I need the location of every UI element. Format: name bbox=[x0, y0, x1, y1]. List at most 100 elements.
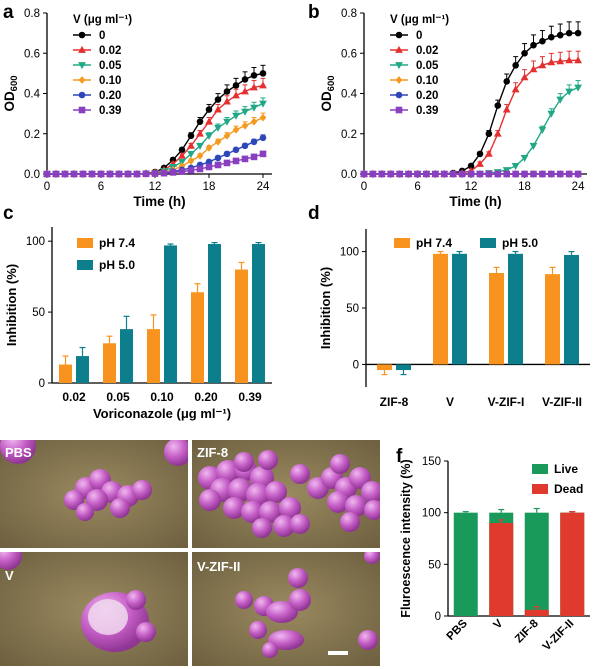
y-tick-label: 0.0 bbox=[24, 169, 40, 181]
data-point bbox=[52, 170, 60, 178]
legend-label: 0 bbox=[416, 30, 422, 42]
data-point bbox=[250, 83, 258, 91]
bar-pH-5.0-0.39 bbox=[252, 244, 265, 383]
panel-letter-f: f bbox=[396, 446, 403, 467]
data-point bbox=[494, 170, 502, 178]
data-point bbox=[511, 163, 520, 171]
bar-pH-7.4-0.20 bbox=[191, 292, 204, 383]
data-point bbox=[223, 118, 231, 126]
data-point bbox=[565, 56, 574, 64]
y-tick-label: 50 bbox=[32, 307, 45, 319]
data-point bbox=[187, 150, 195, 158]
data-point bbox=[259, 100, 267, 108]
data-point bbox=[223, 88, 231, 95]
data-point bbox=[196, 118, 204, 125]
y-axis-label: Inhibition (%) bbox=[4, 264, 19, 346]
legend-label: 0.39 bbox=[416, 105, 438, 117]
data-point bbox=[485, 170, 493, 178]
data-point bbox=[124, 170, 132, 178]
data-point bbox=[521, 49, 528, 57]
data-point bbox=[574, 56, 582, 64]
data-point bbox=[556, 57, 565, 65]
legend-label: pH 5.0 bbox=[99, 258, 135, 272]
data-point bbox=[205, 117, 213, 125]
sem-panel: PBS ZIF-8 V V-ZIF-II bbox=[0, 440, 380, 666]
data-point bbox=[115, 170, 123, 178]
data-point bbox=[187, 132, 195, 140]
legend-label: 0.02 bbox=[99, 45, 121, 57]
data-point bbox=[106, 170, 114, 178]
y-axis-label: OD600 bbox=[2, 75, 20, 111]
data-point bbox=[232, 91, 240, 99]
data-point bbox=[178, 168, 186, 175]
legend-label: Live bbox=[554, 462, 578, 476]
series-0.10 bbox=[43, 112, 267, 178]
x-tick-label: 0.02 bbox=[62, 390, 86, 404]
legend-marker bbox=[78, 76, 86, 84]
data-point bbox=[205, 143, 213, 152]
legend-swatch bbox=[77, 238, 93, 248]
y-tick-label: 50 bbox=[428, 559, 441, 571]
data-point bbox=[574, 84, 582, 92]
bar-pH-5.0-0.02 bbox=[76, 356, 89, 383]
x-tick-label: ZIF-8 bbox=[380, 395, 409, 409]
y-tick-label: 0.2 bbox=[24, 129, 40, 141]
y-tick-label: 0.4 bbox=[341, 89, 358, 101]
data-point bbox=[250, 153, 258, 161]
legend-title: V (μg ml⁻¹) bbox=[73, 14, 132, 26]
data-point bbox=[556, 170, 564, 178]
y-tick-label: 0.8 bbox=[341, 8, 357, 20]
x-axis-label: Time (h) bbox=[133, 194, 185, 209]
data-point bbox=[214, 154, 222, 162]
data-point bbox=[548, 33, 555, 41]
y-axis-label: Inhibition (%) bbox=[318, 267, 333, 349]
data-point bbox=[223, 159, 231, 167]
bar-pH-5.0-0.20 bbox=[208, 244, 221, 383]
legend-label: pH 5.0 bbox=[502, 236, 538, 250]
data-point bbox=[223, 131, 231, 140]
x-tick-label: 0.05 bbox=[106, 390, 130, 404]
panel-letter-a: a bbox=[3, 2, 14, 23]
chart-f: 0 50 100 150 PBS V ZIF-8 V-ZIF-II Fluroescence i… bbox=[399, 456, 590, 653]
legend-label: 0.02 bbox=[416, 45, 438, 57]
y-tick-label: 0 bbox=[353, 359, 359, 371]
data-point bbox=[214, 105, 222, 113]
data-point bbox=[61, 170, 69, 178]
bar-pH-7.4-V-ZIF-II bbox=[545, 274, 560, 365]
data-point bbox=[205, 106, 213, 113]
series-line bbox=[364, 59, 579, 175]
data-point bbox=[502, 105, 511, 113]
bar-pH-7.4-V-ZIF-I bbox=[489, 273, 504, 365]
data-point bbox=[259, 81, 267, 89]
data-point bbox=[484, 149, 493, 157]
series-0.02 bbox=[360, 50, 582, 177]
data-point bbox=[512, 62, 519, 69]
data-point bbox=[241, 76, 249, 83]
data-point bbox=[187, 157, 195, 165]
y-tick-label: 100 bbox=[340, 247, 359, 259]
x-tick-label: 0.20 bbox=[194, 390, 218, 404]
x-axis-label: Time (h) bbox=[449, 194, 501, 209]
legend-marker bbox=[395, 76, 403, 84]
legend-label: 0.10 bbox=[99, 75, 121, 87]
series-line bbox=[47, 117, 264, 175]
legend-marker bbox=[395, 45, 403, 53]
legend-title: V (μg ml⁻¹) bbox=[390, 14, 449, 26]
legend-label: Dead bbox=[554, 482, 583, 496]
data-point bbox=[503, 170, 511, 178]
legend-marker bbox=[395, 31, 403, 39]
bar-pH-5.0-V-ZIF-I bbox=[508, 253, 523, 365]
bar-pH-7.4-0.02 bbox=[59, 364, 72, 383]
data-point bbox=[196, 165, 204, 173]
data-point bbox=[432, 170, 439, 178]
data-point bbox=[214, 96, 222, 103]
data-point bbox=[133, 170, 141, 178]
data-point bbox=[521, 170, 528, 178]
data-point bbox=[565, 170, 573, 178]
data-point bbox=[259, 134, 267, 142]
x-tick-label: 18 bbox=[518, 181, 531, 193]
data-point bbox=[196, 142, 204, 150]
data-point bbox=[494, 102, 502, 109]
data-point bbox=[387, 170, 395, 178]
data-point bbox=[178, 151, 186, 159]
